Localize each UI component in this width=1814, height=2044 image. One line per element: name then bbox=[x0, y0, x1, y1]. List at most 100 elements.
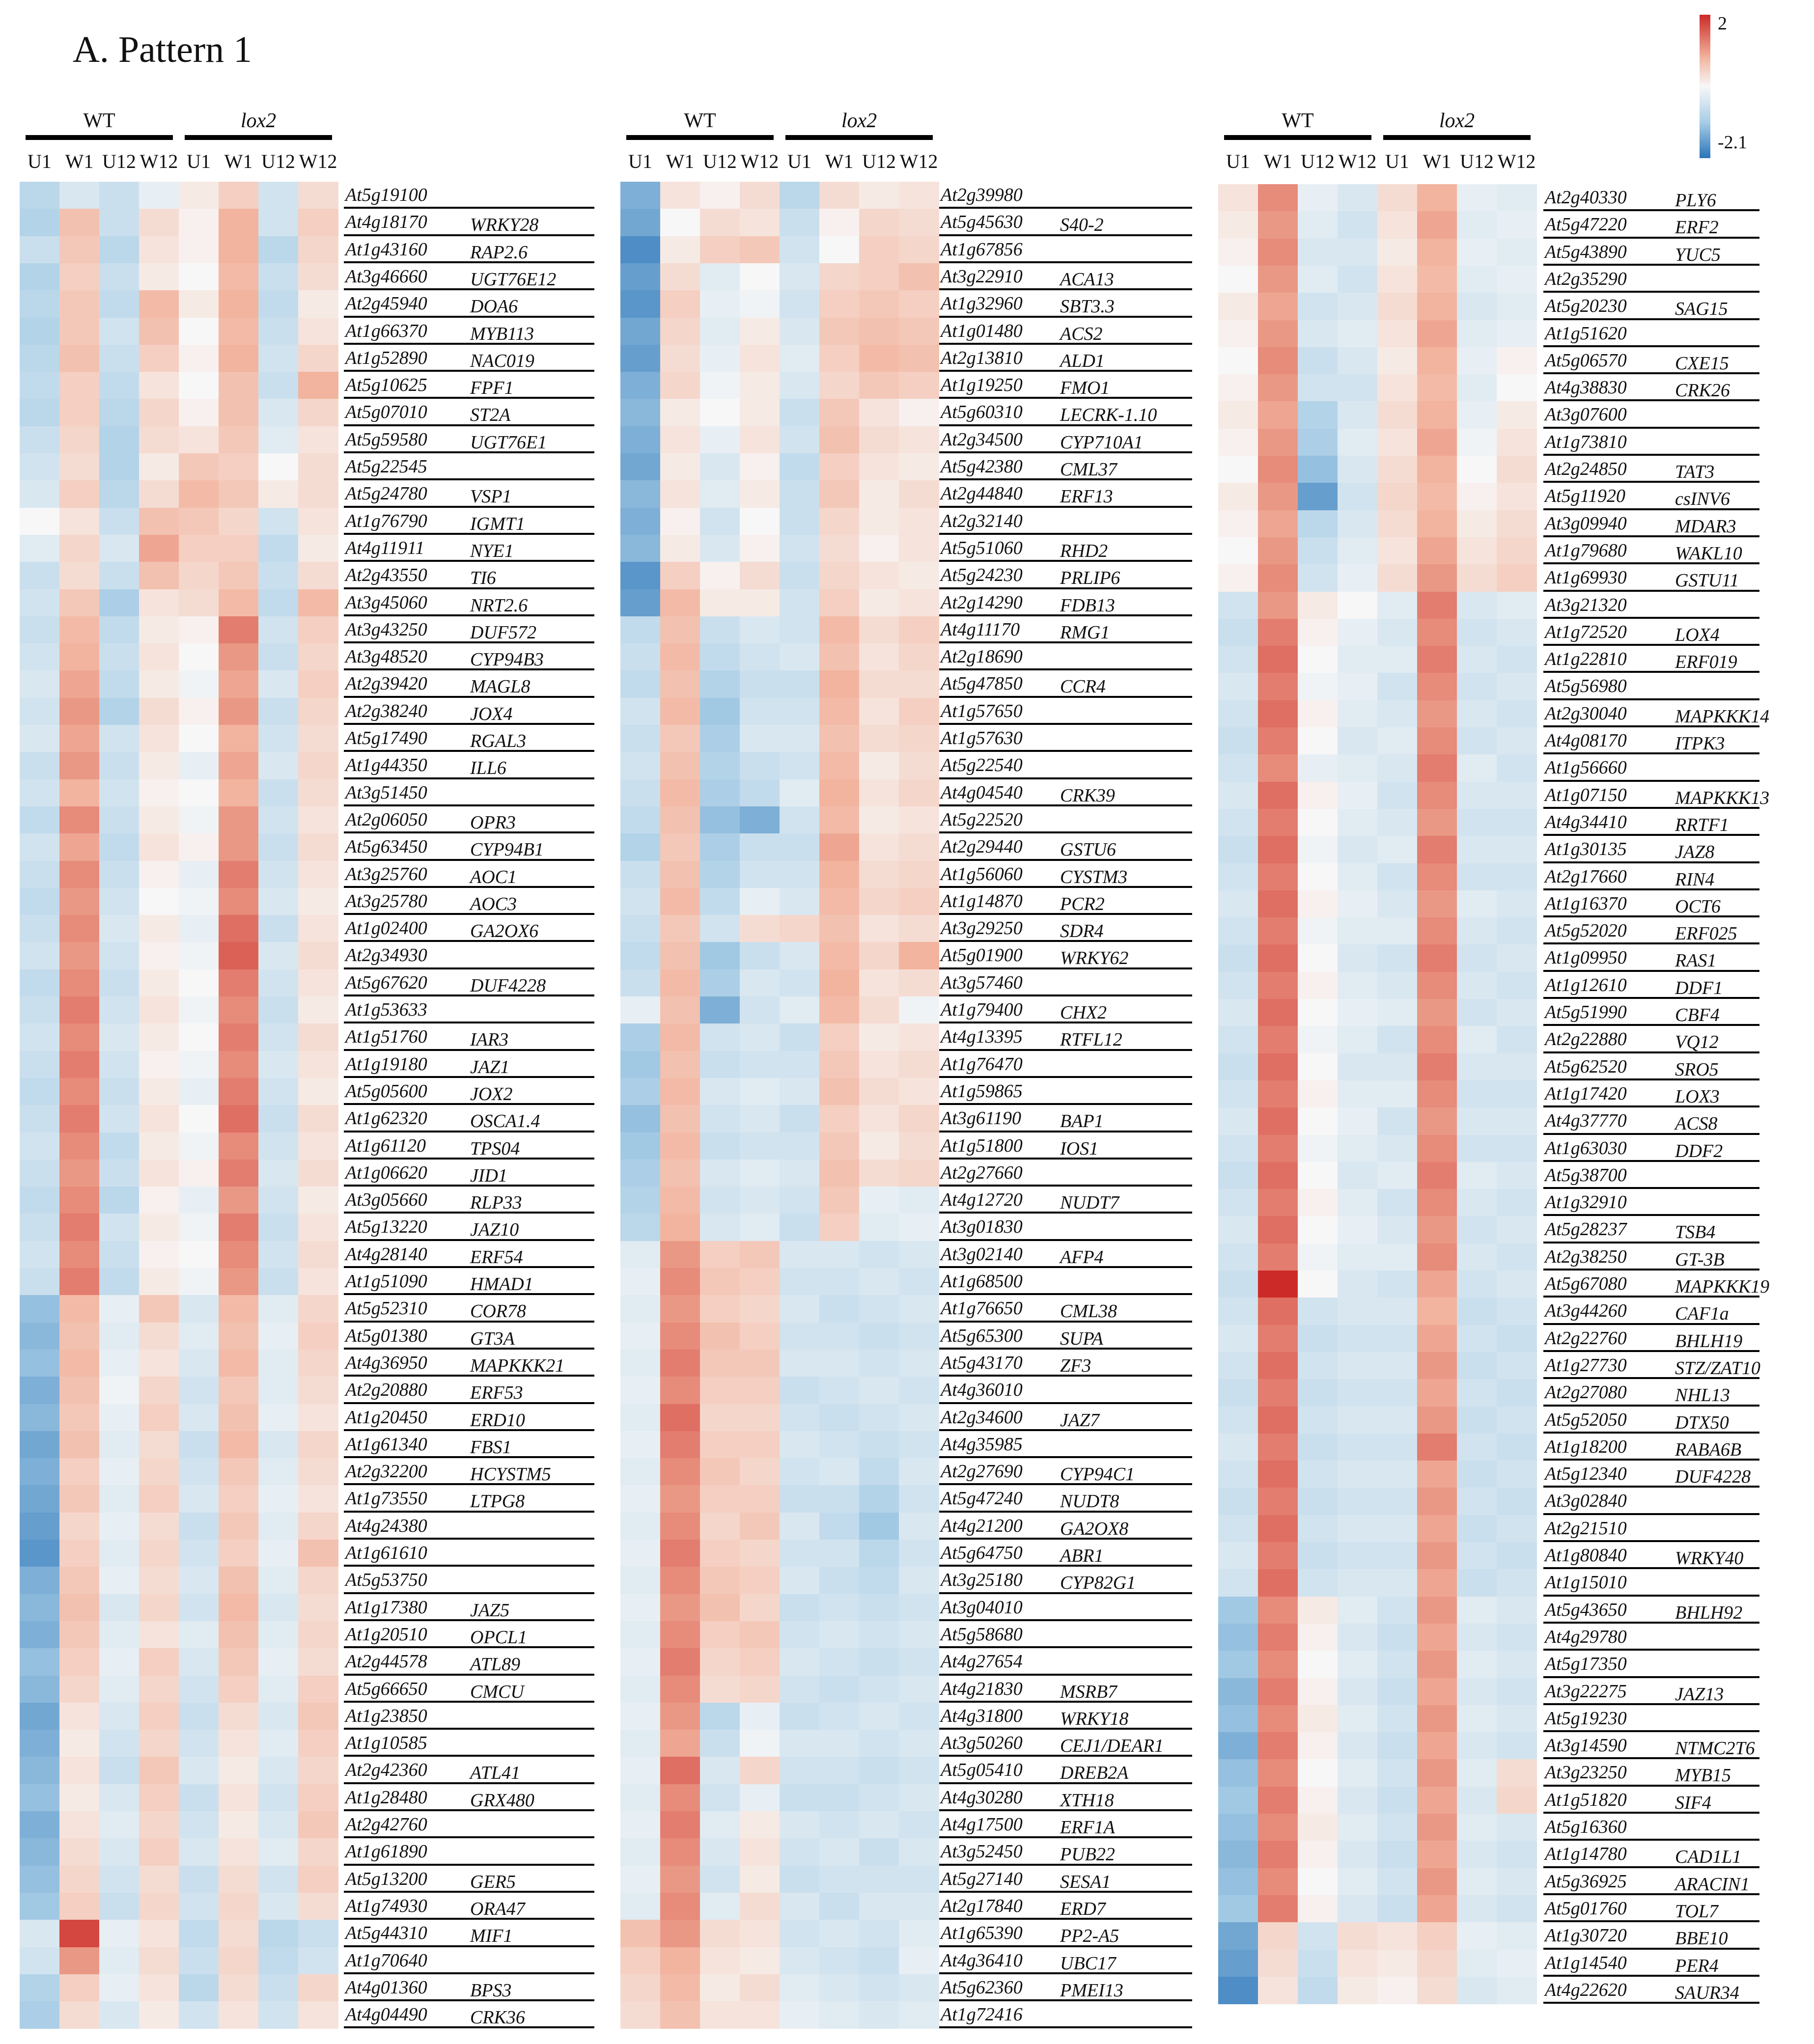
row-underline bbox=[1543, 372, 1759, 375]
heatmap-cell bbox=[1218, 1759, 1258, 1787]
row-underline bbox=[939, 1456, 1192, 1459]
heatmap-cell bbox=[219, 1865, 259, 1893]
gene-id-label: At1g23850 bbox=[345, 1705, 427, 1726]
heatmap-cell bbox=[1457, 1271, 1497, 1298]
heatmap-cell bbox=[99, 1322, 140, 1350]
heatmap-cell bbox=[99, 2001, 140, 2029]
heatmap-cell bbox=[258, 1268, 299, 1296]
row-underline bbox=[1543, 236, 1759, 239]
gene-id-label: At2g38240 bbox=[345, 700, 427, 721]
row-underline bbox=[939, 478, 1192, 481]
heatmap-cell bbox=[620, 1268, 661, 1296]
row-underline bbox=[1543, 1839, 1759, 1841]
heatmap-cell bbox=[258, 996, 299, 1024]
heatmap-cell bbox=[1218, 483, 1258, 511]
gene-id-label: At1g32910 bbox=[1545, 1192, 1627, 1213]
row-underline bbox=[1543, 1160, 1759, 1162]
heatmap-cell bbox=[819, 860, 860, 888]
heatmap-cell bbox=[660, 317, 700, 345]
heatmap-cell bbox=[1298, 428, 1338, 456]
heatmap-cell bbox=[1497, 428, 1537, 456]
row-underline bbox=[1543, 1431, 1759, 1434]
heatmap-cell bbox=[20, 725, 60, 753]
heatmap-cell bbox=[59, 1268, 100, 1296]
heatmap-cell bbox=[1298, 781, 1338, 809]
row-underline bbox=[1543, 861, 1759, 863]
gene-id-label: At5g52020 bbox=[1545, 920, 1627, 941]
heatmap-cell bbox=[1417, 184, 1457, 212]
gene-name-label: ITPK3 bbox=[1675, 733, 1725, 754]
heatmap-cell bbox=[258, 1838, 299, 1866]
gene-name-label: JOX4 bbox=[470, 703, 513, 724]
row-underline bbox=[1543, 1404, 1759, 1407]
heatmap-cell bbox=[1258, 1243, 1298, 1271]
heatmap-cell bbox=[219, 1105, 259, 1133]
heatmap-cell bbox=[1417, 1161, 1457, 1190]
heatmap-cell bbox=[1338, 184, 1378, 212]
heatmap-cell bbox=[1377, 428, 1418, 456]
heatmap-cell bbox=[1457, 781, 1497, 809]
gene-name-label: TAT3 bbox=[1675, 462, 1715, 482]
heatmap-cell bbox=[1338, 618, 1378, 647]
heatmap-cell bbox=[1258, 1352, 1298, 1380]
heatmap-cell bbox=[258, 1675, 299, 1703]
heatmap-cell bbox=[258, 1974, 299, 2002]
heatmap-cell bbox=[700, 1458, 740, 1486]
heatmap-cell bbox=[1258, 917, 1298, 945]
heatmap-cell bbox=[1258, 1786, 1298, 1814]
heatmap-cell bbox=[20, 1458, 60, 1486]
heatmap-cell bbox=[859, 1077, 899, 1106]
heatmap-cell bbox=[899, 806, 939, 834]
heatmap-cell bbox=[819, 399, 860, 427]
heatmap-cell bbox=[660, 860, 700, 888]
heatmap-cell bbox=[1497, 537, 1537, 565]
gene-id-label: At1g06620 bbox=[345, 1162, 427, 1183]
column-label-u12: U12 bbox=[1301, 150, 1335, 172]
heatmap-cell bbox=[819, 1730, 860, 1758]
heatmap-cell bbox=[899, 1431, 939, 1459]
heatmap-cell bbox=[1258, 646, 1298, 674]
row-underline bbox=[344, 1103, 594, 1105]
heatmap-cell bbox=[1218, 1406, 1258, 1434]
heatmap-cell bbox=[1338, 890, 1378, 918]
heatmap-cell bbox=[899, 860, 939, 888]
gene-name-label: VSP1 bbox=[470, 486, 512, 507]
heatmap-cell bbox=[1338, 591, 1378, 619]
heatmap-cell bbox=[298, 1512, 338, 1540]
row-underline bbox=[344, 315, 594, 318]
heatmap-cell bbox=[1258, 293, 1298, 321]
heatmap-cell bbox=[819, 1621, 860, 1649]
heatmap-cell bbox=[258, 290, 299, 318]
gene-id-label: At1g51800 bbox=[941, 1135, 1023, 1156]
heatmap-cell bbox=[780, 1023, 820, 1051]
gene-id-label: At1g65390 bbox=[941, 1923, 1023, 1944]
row-underline bbox=[344, 1375, 594, 1377]
heatmap-cell bbox=[899, 1187, 939, 1215]
heatmap-cell bbox=[780, 1702, 820, 1731]
gene-name-label: CML38 bbox=[1060, 1301, 1117, 1322]
gene-name-label: IAR3 bbox=[470, 1029, 509, 1050]
heatmap-cell bbox=[258, 589, 299, 617]
group-bar-wt bbox=[626, 135, 774, 140]
heatmap-cell bbox=[660, 1648, 700, 1676]
gene-id-label: At5g64750 bbox=[941, 1543, 1023, 1563]
row-underline bbox=[344, 505, 594, 508]
heatmap-cell bbox=[1417, 1080, 1457, 1108]
row-underline bbox=[1543, 616, 1759, 619]
heatmap-cell bbox=[660, 1540, 700, 1568]
heatmap-cell bbox=[740, 1322, 780, 1350]
heatmap-cell bbox=[1338, 1216, 1378, 1244]
heatmap-cell bbox=[219, 887, 259, 916]
gene-name-label: DUF4228 bbox=[1675, 1466, 1751, 1488]
heatmap-cell bbox=[179, 1458, 219, 1486]
heatmap-cell bbox=[219, 290, 259, 318]
heatmap-cell bbox=[740, 263, 780, 291]
heatmap-cell bbox=[1298, 1651, 1338, 1679]
heatmap-cell bbox=[859, 1159, 899, 1188]
heatmap-cell bbox=[859, 1757, 899, 1785]
heatmap-cell bbox=[179, 480, 219, 508]
heatmap-cell bbox=[1258, 836, 1298, 864]
heatmap-cell bbox=[819, 1187, 860, 1215]
heatmap-cell bbox=[219, 1132, 259, 1160]
heatmap-cell bbox=[20, 806, 60, 834]
